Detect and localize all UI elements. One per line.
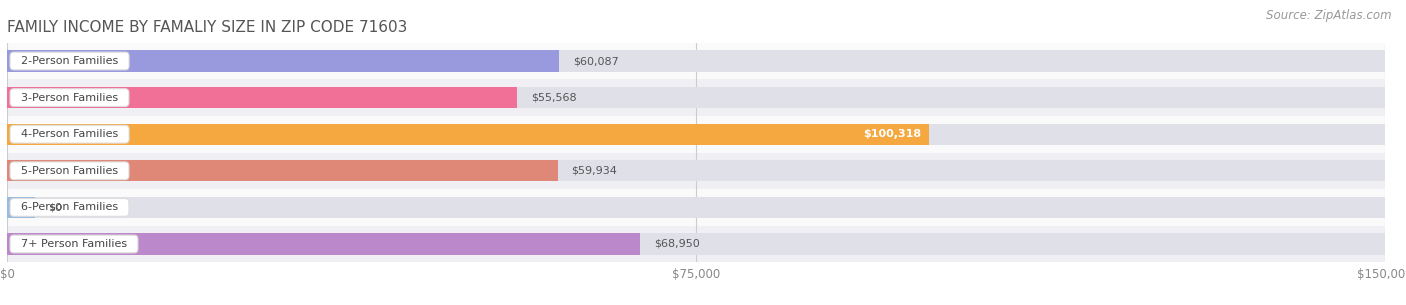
Text: $0: $0 (48, 203, 62, 212)
Bar (7, 233, 640, 255)
Text: $55,568: $55,568 (531, 93, 576, 102)
Text: 4-Person Families: 4-Person Families (14, 129, 125, 139)
Bar (7, 197, 35, 218)
Bar (7, 79, 1385, 116)
Bar (7, 152, 1385, 189)
Bar (7, 233, 1385, 255)
Text: $60,087: $60,087 (572, 56, 619, 66)
Bar (7, 124, 928, 145)
Bar (7, 87, 1385, 108)
Bar (7, 226, 1385, 262)
Text: $59,934: $59,934 (571, 166, 617, 176)
Text: 6-Person Families: 6-Person Families (14, 203, 125, 212)
Bar (7, 87, 517, 108)
Text: $68,950: $68,950 (654, 239, 700, 249)
Text: 7+ Person Families: 7+ Person Families (14, 239, 134, 249)
Text: Source: ZipAtlas.com: Source: ZipAtlas.com (1267, 9, 1392, 22)
Bar (7, 189, 1385, 226)
Text: 3-Person Families: 3-Person Families (14, 93, 125, 102)
Bar (7, 50, 1385, 72)
Bar (7, 50, 560, 72)
Text: 2-Person Families: 2-Person Families (14, 56, 125, 66)
Text: FAMILY INCOME BY FAMALIY SIZE IN ZIP CODE 71603: FAMILY INCOME BY FAMALIY SIZE IN ZIP COD… (7, 20, 408, 34)
Text: 5-Person Families: 5-Person Families (14, 166, 125, 176)
Bar (7, 43, 1385, 79)
Bar (7, 197, 1385, 218)
Bar (7, 160, 1385, 181)
Bar (7, 160, 558, 181)
Text: $100,318: $100,318 (863, 129, 922, 139)
Bar (7, 124, 1385, 145)
Bar (7, 116, 1385, 152)
